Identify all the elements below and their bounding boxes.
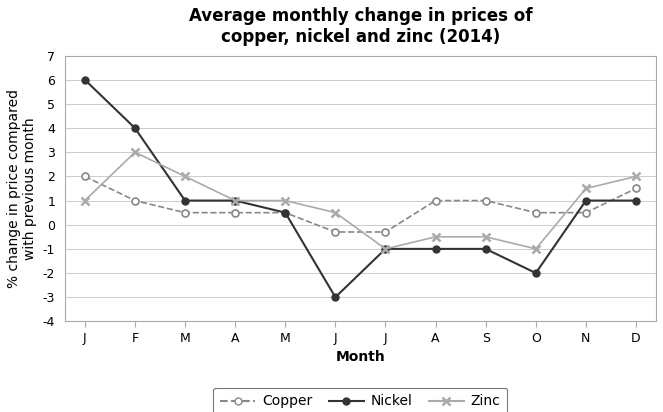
Legend: Copper, Nickel, Zinc: Copper, Nickel, Zinc — [213, 388, 507, 412]
Title: Average monthly change in prices of
copper, nickel and zinc (2014): Average monthly change in prices of copp… — [189, 7, 532, 46]
Y-axis label: % change in price compared
with previous month: % change in price compared with previous… — [7, 89, 37, 288]
X-axis label: Month: Month — [335, 350, 385, 364]
